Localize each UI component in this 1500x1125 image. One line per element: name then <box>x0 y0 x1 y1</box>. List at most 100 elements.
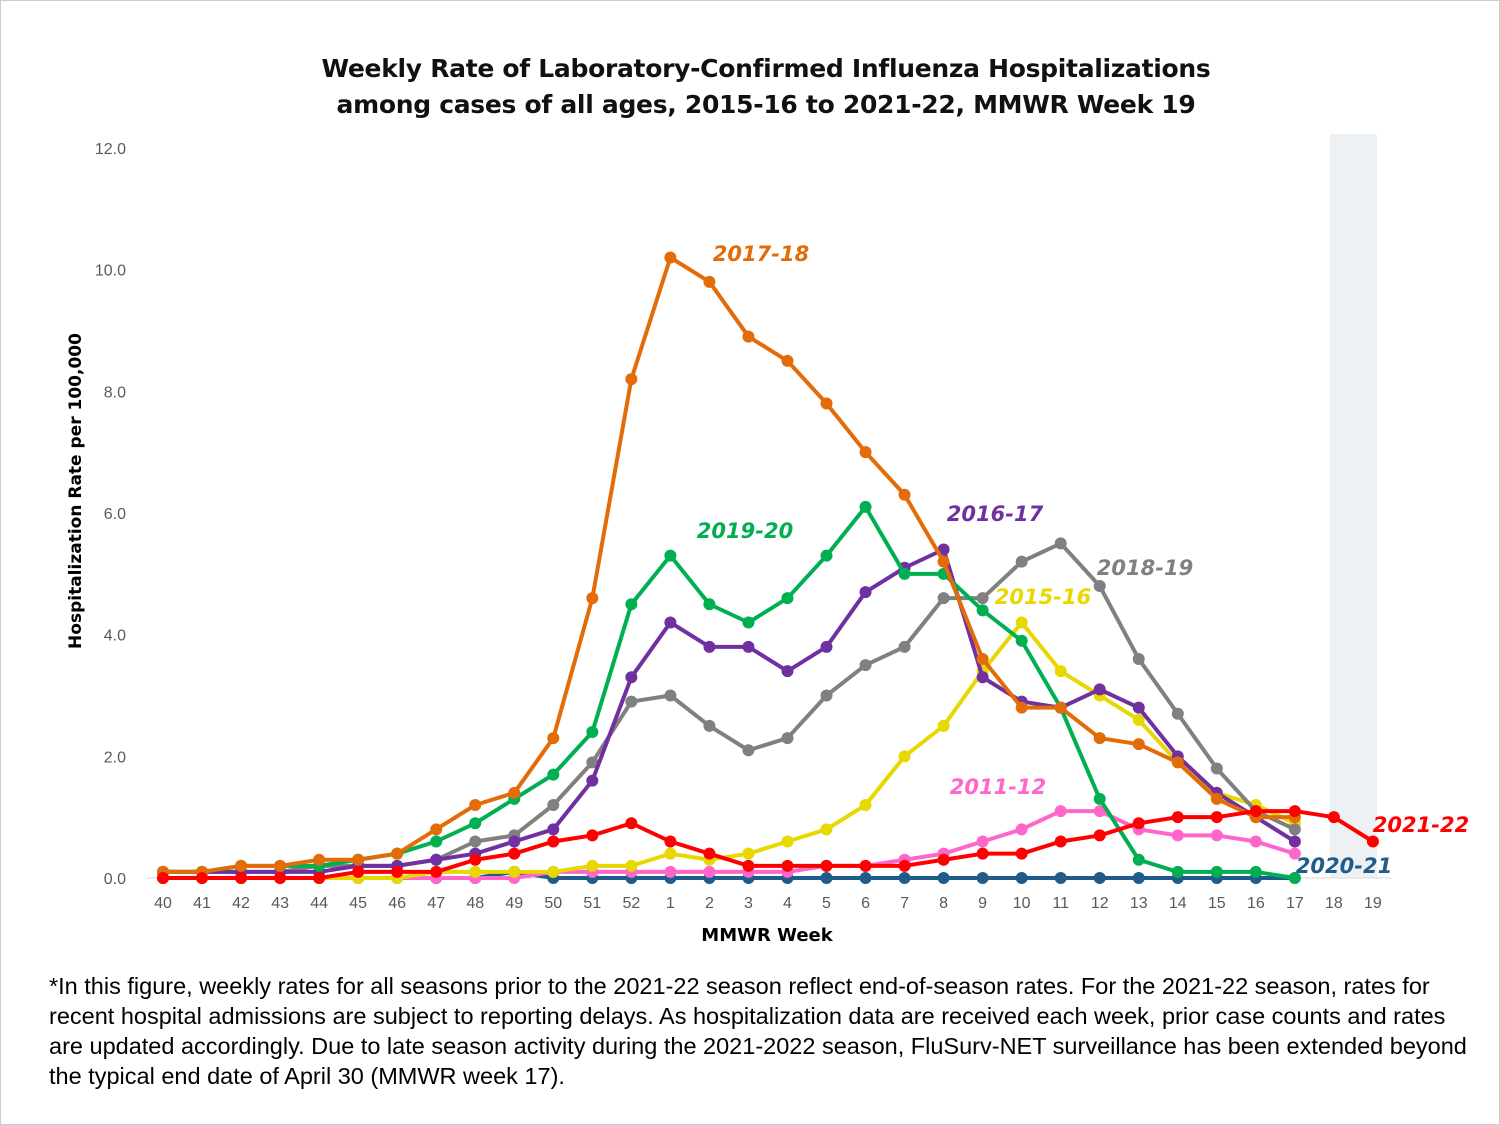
data-point-2021-22 <box>352 865 365 878</box>
data-point-2016-17 <box>1093 683 1106 696</box>
data-point-2015-16 <box>547 865 560 878</box>
data-point-2018-19 <box>742 744 755 757</box>
series-line-2021-22 <box>163 809 1374 880</box>
x-tick-label: 1 <box>666 895 675 912</box>
data-point-2019-20 <box>469 817 482 830</box>
x-tick-label: 43 <box>271 895 289 912</box>
data-point-2021-22 <box>781 859 794 872</box>
data-point-2017-18 <box>352 853 365 866</box>
data-point-2021-22 <box>1015 847 1028 860</box>
data-point-2017-18 <box>742 330 755 343</box>
data-point-2017-18 <box>859 446 872 459</box>
data-point-2021-22 <box>547 835 560 848</box>
y-tick-label: 0.0 <box>104 871 126 888</box>
data-point-2019-20 <box>859 500 872 513</box>
data-point-2017-18 <box>976 653 989 665</box>
data-point-2011-12 <box>976 835 989 848</box>
x-tick-label: 51 <box>583 895 601 912</box>
data-point-2020-21 <box>1054 872 1067 884</box>
data-point-2015-16 <box>508 865 521 878</box>
data-point-2015-16 <box>898 750 911 763</box>
data-point-2021-22 <box>1327 811 1340 824</box>
series-label-2016-17: 2016-17 <box>947 502 1044 526</box>
data-point-2020-21 <box>1015 872 1028 884</box>
data-point-2011-12 <box>1210 829 1223 842</box>
data-point-2016-17 <box>664 616 677 629</box>
data-point-2017-18 <box>547 732 560 745</box>
data-point-2017-18 <box>781 354 794 367</box>
x-tick-label: 50 <box>544 895 562 912</box>
data-point-2017-18 <box>508 786 521 799</box>
data-point-2011-12 <box>1171 829 1184 842</box>
data-point-2020-21 <box>1132 872 1145 884</box>
data-point-2021-22 <box>1366 835 1379 848</box>
data-point-2021-22 <box>976 847 989 860</box>
data-point-2021-22 <box>1171 811 1184 824</box>
data-point-2021-22 <box>1132 817 1145 830</box>
data-point-2018-19 <box>1288 823 1301 836</box>
x-tick-label: 10 <box>1013 895 1031 912</box>
x-tick-label: 52 <box>622 895 640 912</box>
data-point-2016-17 <box>508 835 521 848</box>
y-tick-label: 6.0 <box>104 506 126 523</box>
data-point-2017-18 <box>1210 792 1223 805</box>
data-point-2017-18 <box>313 853 326 866</box>
data-point-2018-19 <box>625 695 638 708</box>
data-point-2015-16 <box>1054 665 1067 678</box>
data-point-2021-22 <box>1054 835 1067 848</box>
data-point-2015-16 <box>625 859 638 872</box>
data-point-2019-20 <box>1093 792 1106 805</box>
data-point-2019-20 <box>1132 853 1145 866</box>
y-axis-label: Hospitalization Rate per 100,000 <box>66 333 86 649</box>
data-point-2021-22 <box>235 872 248 884</box>
data-point-2021-22 <box>196 872 209 884</box>
data-point-2017-18 <box>1093 732 1106 745</box>
x-tick-label: 41 <box>193 895 211 912</box>
plot-area: 0.02.04.06.08.010.012.040 41 42 43 44 45 46 47 4… <box>66 134 1469 946</box>
data-point-2017-18 <box>1054 701 1067 714</box>
series-label-2020-21: 2020-21 <box>1296 854 1392 878</box>
data-point-2019-20 <box>586 726 599 738</box>
data-point-2019-20 <box>1015 634 1028 647</box>
x-tick-label: 18 <box>1325 895 1343 912</box>
data-point-2016-17 <box>703 640 716 653</box>
data-point-2019-20 <box>742 616 755 629</box>
data-point-2015-16 <box>937 719 950 732</box>
data-point-2016-17 <box>820 640 833 653</box>
data-point-2018-19 <box>1210 762 1223 775</box>
x-tick-label: 16 <box>1247 895 1265 912</box>
series-label-2011-12: 2011-12 <box>950 775 1046 799</box>
data-point-2021-22 <box>742 859 755 872</box>
data-point-2016-17 <box>937 543 950 556</box>
data-point-2011-12 <box>1054 805 1067 818</box>
data-point-2017-18 <box>937 555 950 568</box>
data-point-2017-18 <box>469 799 482 811</box>
data-point-2020-21 <box>820 872 833 884</box>
data-point-2015-16 <box>1015 616 1028 629</box>
data-point-2021-22 <box>1093 829 1106 842</box>
data-point-2021-22 <box>157 872 169 884</box>
data-point-2017-18 <box>703 275 716 288</box>
data-point-2019-20 <box>664 549 677 562</box>
data-point-2017-18 <box>586 592 599 605</box>
data-point-2015-16 <box>742 847 755 860</box>
data-point-2021-22 <box>859 859 872 872</box>
y-tick-label: 2.0 <box>104 749 126 766</box>
x-tick-label: 42 <box>232 895 250 912</box>
x-tick-label: 9 <box>978 895 987 912</box>
data-point-2019-20 <box>625 598 638 611</box>
data-point-2017-18 <box>235 859 248 872</box>
data-point-2020-21 <box>859 872 872 884</box>
data-point-2021-22 <box>625 817 638 830</box>
data-point-2018-19 <box>976 592 989 605</box>
x-tick-label: 2 <box>705 895 714 912</box>
x-tick-label: 13 <box>1130 895 1148 912</box>
data-point-2015-16 <box>859 799 872 811</box>
data-point-2016-17 <box>430 853 443 866</box>
data-point-2019-20 <box>820 549 833 562</box>
data-point-2011-12 <box>1288 847 1301 860</box>
x-tick-label: 15 <box>1208 895 1226 912</box>
x-tick-label: 49 <box>505 895 523 912</box>
x-tick-label: 14 <box>1169 895 1187 912</box>
